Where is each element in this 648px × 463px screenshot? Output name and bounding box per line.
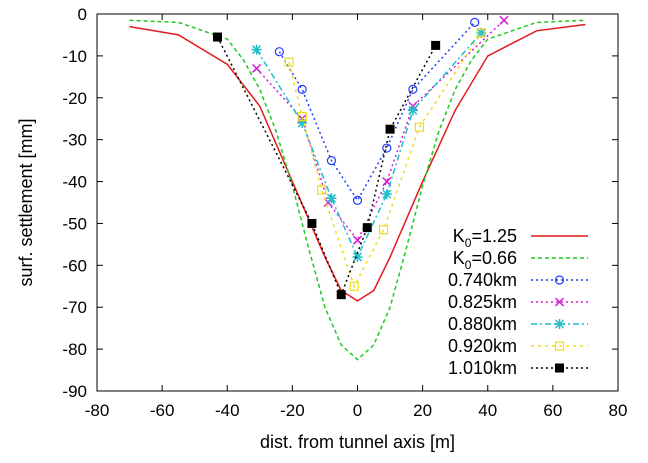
x-tick-label: 0	[353, 401, 362, 420]
y-tick-label: -80	[62, 340, 87, 359]
plot-frame	[96, 13, 619, 392]
series-4	[251, 27, 487, 262]
legend-item: K0=1.25	[453, 226, 588, 250]
data-point	[554, 341, 565, 351]
plot-axes: -80 -60 -40 -20 0 20 40 60 80 0 -10 -20 -30 -40 -50 -60…	[62, 5, 627, 420]
data-point	[251, 44, 262, 55]
series-line	[288, 32, 482, 289]
legend-item: 1.010km	[448, 358, 588, 378]
data-point	[382, 143, 392, 153]
data-point	[499, 15, 509, 25]
legend-label: K0=0.66	[453, 248, 517, 272]
series-line	[129, 19, 586, 361]
plot-series	[129, 15, 586, 361]
legend-item: 0.880km	[448, 314, 588, 334]
data-point	[297, 84, 307, 95]
data-point	[476, 27, 487, 38]
data-point	[336, 290, 346, 300]
data-point	[252, 63, 262, 73]
data-point	[378, 225, 389, 235]
data-point	[362, 223, 372, 233]
legend-item: 0.920km	[448, 336, 588, 356]
data-point	[381, 189, 392, 200]
data-point	[385, 124, 395, 134]
data-point	[212, 32, 222, 42]
legend-label: 0.825km	[448, 292, 517, 312]
series-line	[256, 19, 505, 242]
series-2	[274, 17, 480, 206]
data-point	[407, 105, 418, 116]
x-tick-label: -80	[85, 401, 110, 420]
legend-label: K0=1.25	[453, 226, 517, 250]
data-point	[274, 47, 284, 57]
legend-item: 0.740km	[448, 270, 588, 290]
y-tick-label: -50	[62, 214, 87, 233]
series-line	[278, 21, 476, 202]
data-point	[326, 193, 337, 204]
data-point	[554, 275, 565, 285]
data-point	[317, 185, 327, 195]
series-1	[129, 19, 586, 361]
x-axis-label: dist. from tunnel axis [m]	[260, 432, 455, 452]
data-point	[470, 17, 480, 27]
legend-label: 0.880km	[448, 314, 517, 334]
y-tick-label: -70	[62, 298, 87, 317]
data-point	[352, 195, 363, 206]
legend-label: 0.740km	[448, 270, 517, 290]
legend-label: 1.010km	[448, 358, 517, 378]
y-tick-label: -40	[62, 173, 87, 192]
y-axis-label: surf. settlement [mm]	[16, 118, 36, 286]
x-tick-label: 40	[478, 401, 497, 420]
data-point	[554, 297, 565, 307]
data-point	[554, 319, 565, 329]
series-6	[212, 32, 441, 300]
data-point	[297, 117, 308, 128]
data-point	[408, 84, 418, 95]
legend-item: 0.825km	[448, 292, 588, 312]
data-point	[555, 363, 564, 373]
legend: K0=1.25K0=0.660.740km0.825km0.880km0.920…	[448, 226, 588, 378]
data-point	[476, 28, 486, 38]
data-point	[297, 112, 307, 122]
x-tick-label: -20	[280, 401, 305, 420]
y-tick-label: -10	[62, 47, 87, 66]
x-tick-label: -60	[150, 401, 175, 420]
data-point	[431, 40, 441, 50]
y-tick-label: -90	[62, 382, 87, 401]
y-tick-label: -60	[62, 256, 87, 275]
x-tick-label: -40	[215, 401, 240, 420]
data-point	[326, 156, 337, 166]
x-tick-label: 20	[413, 401, 432, 420]
series-5	[284, 28, 486, 291]
legend-item: K0=0.66	[453, 248, 588, 272]
x-tick-label: 80	[609, 401, 628, 420]
data-point	[414, 122, 424, 132]
data-point	[352, 251, 363, 262]
series-line	[216, 36, 437, 297]
data-point	[307, 218, 317, 228]
legend-label: 0.920km	[448, 336, 517, 356]
y-tick-label: -20	[62, 89, 87, 108]
data-point	[352, 235, 363, 245]
x-tick-label: 60	[543, 401, 562, 420]
data-point	[349, 281, 359, 291]
y-tick-label: 0	[78, 5, 87, 24]
y-tick-label: -30	[62, 131, 87, 150]
data-point	[284, 57, 294, 67]
